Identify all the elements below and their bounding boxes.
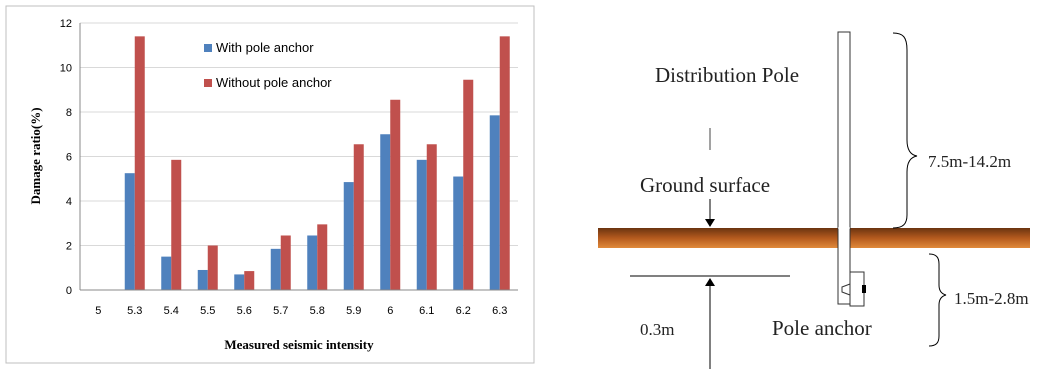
bar-without-pole-anchor [463,79,474,290]
bar-with-pole-anchor [197,269,208,290]
bar-with-pole-anchor [416,159,427,290]
legend-label-without-anchor: Without pole anchor [216,75,332,90]
x-tick-label: 5.5 [200,305,215,317]
x-tick-label: 6 [387,305,393,317]
pole-anchor-block [849,271,865,307]
bar-without-pole-anchor [499,36,510,290]
pole-anchor-strap [841,283,851,296]
legend-label-with-anchor: With pole anchor [216,40,314,55]
bar-without-pole-anchor [171,159,182,290]
bar-with-pole-anchor [270,248,281,290]
above-ground-brace [892,32,918,229]
x-tick-label: 6.3 [492,305,507,317]
legend-swatch-without-anchor [204,79,212,87]
bar-without-pole-anchor [426,144,437,290]
y-axis-title: Damage ratio(%) [28,107,43,204]
bar-with-pole-anchor [161,256,172,290]
bar-without-pole-anchor [244,271,255,290]
distribution-pole [837,31,851,305]
pole-label: Distribution Pole [655,63,799,87]
y-tick-label: 4 [66,196,72,208]
legend: With pole anchor Without pole anchor [204,40,332,90]
chart-frame [5,5,535,364]
below-ground-brace [928,253,947,347]
bar-with-pole-anchor [124,173,135,290]
bar-with-pole-anchor [234,274,245,290]
x-tick-label: 6.1 [419,305,434,317]
x-axis-title: Measured seismic intensity [224,337,374,352]
bar-with-pole-anchor [307,235,318,290]
bar-without-pole-anchor [317,224,328,290]
pole-anchor-label: Pole anchor [772,316,872,340]
bar-without-pole-anchor [353,144,364,290]
bar-without-pole-anchor [207,245,218,290]
y-tick-label: 10 [60,63,72,75]
y-tick-label: 8 [66,107,72,119]
y-tick-label: 6 [66,152,72,164]
bar-without-pole-anchor [280,235,291,290]
x-tick-label: 6.2 [456,305,471,317]
bar-with-pole-anchor [453,176,464,290]
y-tick-label: 12 [60,18,72,30]
x-tick-label: 5.4 [164,305,179,317]
ground-band-right [848,228,1030,248]
anchor-depth-label: 0.3m [640,320,674,339]
y-tick-label: 0 [66,285,72,297]
ground-band-left [598,228,840,248]
anchor-depth-arrow-head [705,278,715,286]
bar-without-pole-anchor [134,36,145,290]
bar-with-pole-anchor [343,182,354,290]
x-tick-label: 5.6 [237,305,252,317]
above-ground-length-label: 7.5m-14.2m [928,152,1011,171]
bar-with-pole-anchor [380,134,391,290]
bar-without-pole-anchor [390,99,401,290]
x-tick-label: 5.8 [310,305,325,317]
pole-anchor-bolt [862,285,866,293]
legend-swatch-with-anchor [204,44,212,52]
x-tick-label: 5.7 [273,305,288,317]
ground-arrow-head [705,219,715,227]
x-tick-label: 5 [95,305,101,317]
ground-surface-label: Ground surface [640,173,770,197]
x-tick-label: 5.3 [127,305,142,317]
below-ground-length-label: 1.5m-2.8m [954,289,1029,308]
bar-with-pole-anchor [489,115,500,291]
y-tick-label: 2 [66,241,72,253]
bar-chart: 0 2 4 6 8 10 12 5 5.3 5.4 5.5 5.6 5.7 5.8 5.9 6 6.1 6.2 6.… [5,5,535,364]
x-tick-label: 5.9 [346,305,361,317]
